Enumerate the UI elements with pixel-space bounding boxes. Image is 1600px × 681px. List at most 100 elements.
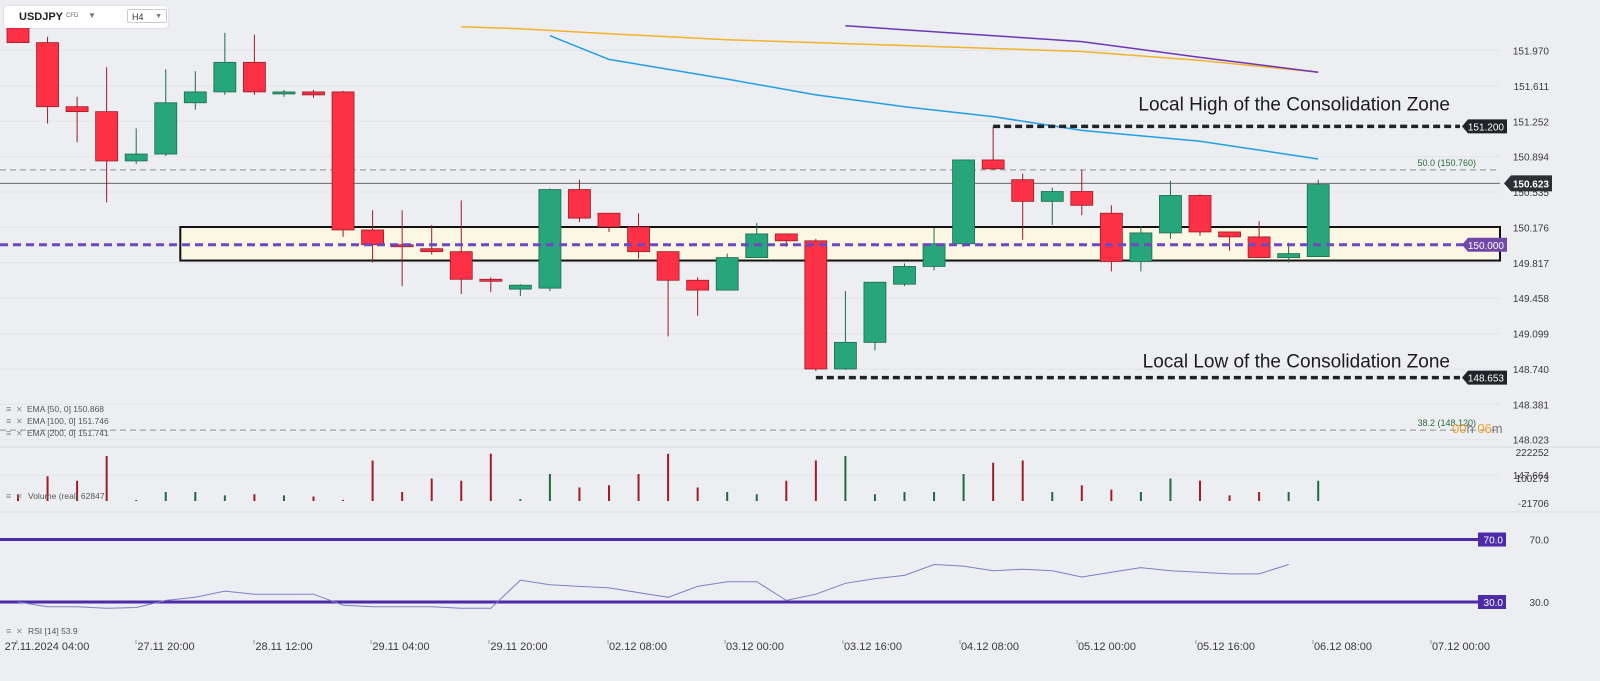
volume-bar xyxy=(135,500,138,501)
candle-body xyxy=(981,159,1005,170)
price-tick-label: 148.740 xyxy=(1513,365,1550,376)
volume-bar xyxy=(814,460,817,501)
price-tick-label: 149.817 xyxy=(1513,259,1550,270)
candle-body xyxy=(1277,253,1301,258)
legend-close-icon: ✕ xyxy=(16,429,23,438)
local-low-price-tag: 148.653 xyxy=(1462,370,1507,385)
rsi-legend-label: RSI [14] 53.9 xyxy=(28,626,78,636)
candle-body xyxy=(715,257,739,291)
volume-bar xyxy=(726,492,729,501)
candle-body xyxy=(1070,191,1094,206)
candle-body xyxy=(1099,212,1123,262)
volume-tick-label: -21706 xyxy=(1518,499,1550,510)
local-high-annotation: Local High of the Consolidation Zone xyxy=(1138,94,1450,115)
candle-body xyxy=(449,251,473,280)
candle-body xyxy=(420,248,444,253)
volume-bar xyxy=(17,494,19,501)
candle-body xyxy=(361,229,385,246)
rsi-level-tag: 30.0 xyxy=(1478,595,1506,609)
last-price-tag: 150.623 xyxy=(1504,175,1552,192)
volume-legend-label: Volume (real) 62847 xyxy=(28,491,105,501)
candle-body xyxy=(686,279,710,291)
candle-body xyxy=(154,102,178,155)
volume-bar xyxy=(164,492,167,501)
volume-bar xyxy=(785,480,788,501)
price-tick-label: 148.381 xyxy=(1513,400,1550,411)
candle-body xyxy=(952,159,975,245)
volume-bar xyxy=(194,492,197,501)
volume-bar xyxy=(460,480,463,501)
volume-bar xyxy=(637,474,640,501)
rsi-tick-label: 30.0 xyxy=(1530,598,1550,609)
candles xyxy=(6,21,1330,371)
countdown-hours-unit: h xyxy=(1466,421,1474,436)
price-tick-label: 151.970 xyxy=(1513,47,1550,58)
volume-tick-label: 100273 xyxy=(1516,474,1550,485)
candle-body xyxy=(568,189,591,219)
candle-body xyxy=(804,240,828,370)
candle-body xyxy=(1129,232,1153,262)
legend-menu-icon: ≡ xyxy=(6,428,11,438)
rsi-level-tag: 70.0 xyxy=(1478,532,1506,547)
volume-bar xyxy=(401,492,404,501)
time-axis-label: 27.11 20:00 xyxy=(137,641,194,653)
level-150-price-tag-text: 150.000 xyxy=(1468,241,1505,252)
volume-bar xyxy=(548,474,551,501)
candle-body xyxy=(213,61,237,93)
local-high-price-tag-text: 151.200 xyxy=(1468,122,1505,133)
chevron-down-icon[interactable]: ▼ xyxy=(88,11,96,20)
time-axis-label: 29.11 04:00 xyxy=(372,641,429,653)
volume-close-icon: ✕ xyxy=(16,492,23,501)
local-low-price-tag-text: 148.653 xyxy=(1468,374,1505,385)
rsi-tick-label: 70.0 xyxy=(1530,536,1550,547)
symbol-selector[interactable]: USDJPY CFD ▼ H4 ▼ xyxy=(4,6,168,28)
volume-bar xyxy=(1021,460,1024,501)
volume-bar xyxy=(1169,478,1172,501)
candle-body xyxy=(331,91,355,231)
volume-bar xyxy=(371,460,374,501)
volume-bar xyxy=(223,495,226,501)
local-low-annotation: Local Low of the Consolidation Zone xyxy=(1143,352,1450,373)
volume-bar xyxy=(578,487,581,501)
candle-body xyxy=(656,251,680,281)
volume-bar xyxy=(253,494,256,501)
instrument-type-label: CFD xyxy=(66,13,79,19)
candle-body xyxy=(479,278,503,282)
candle-body xyxy=(124,153,148,162)
time-axis-label: 03.12 00:00 xyxy=(726,641,784,653)
price-tick-label: 151.611 xyxy=(1514,82,1550,93)
ema-line-1 xyxy=(461,26,1319,73)
local-high-price-tag: 151.200 xyxy=(1462,119,1507,134)
volume-bar xyxy=(1139,492,1142,501)
ema-line-2 xyxy=(845,25,1319,73)
local-high-price-tag-bg xyxy=(1462,119,1507,134)
candle-body xyxy=(774,233,798,242)
rsi-level-tag-text: 30.0 xyxy=(1484,598,1504,609)
rsi-level-tag-bg xyxy=(1478,532,1506,547)
candle-body xyxy=(597,212,621,228)
level-150-price-tag: 150.000 xyxy=(1462,237,1507,252)
price-tick-label: 148.023 xyxy=(1513,436,1550,447)
candle-body xyxy=(863,281,887,343)
volume-bar xyxy=(903,492,906,501)
candle-body xyxy=(834,341,857,370)
time-axis-label: 29.11 20:00 xyxy=(490,641,547,653)
volume-bar xyxy=(76,480,79,501)
candle-body xyxy=(1306,184,1330,257)
candle-body xyxy=(242,61,266,93)
candle-body xyxy=(1011,179,1035,202)
candle-body xyxy=(922,243,946,267)
volume-bar xyxy=(962,474,965,501)
local-low-price-tag-bg xyxy=(1462,370,1507,385)
volume-bar xyxy=(46,476,49,501)
volume-bar xyxy=(489,453,492,501)
level-150-price-tag-bg xyxy=(1462,237,1507,252)
candle-body xyxy=(1218,231,1241,238)
price-tick-label: 150.535 xyxy=(1513,188,1550,199)
volume-bar xyxy=(430,478,433,501)
last-price-tag-text: 150.623 xyxy=(1513,179,1550,190)
volume-bar xyxy=(282,495,285,501)
fib-50-label: 50.0 (150.760) xyxy=(1417,158,1476,168)
timeframe-select[interactable]: H4 ▼ xyxy=(127,9,167,23)
